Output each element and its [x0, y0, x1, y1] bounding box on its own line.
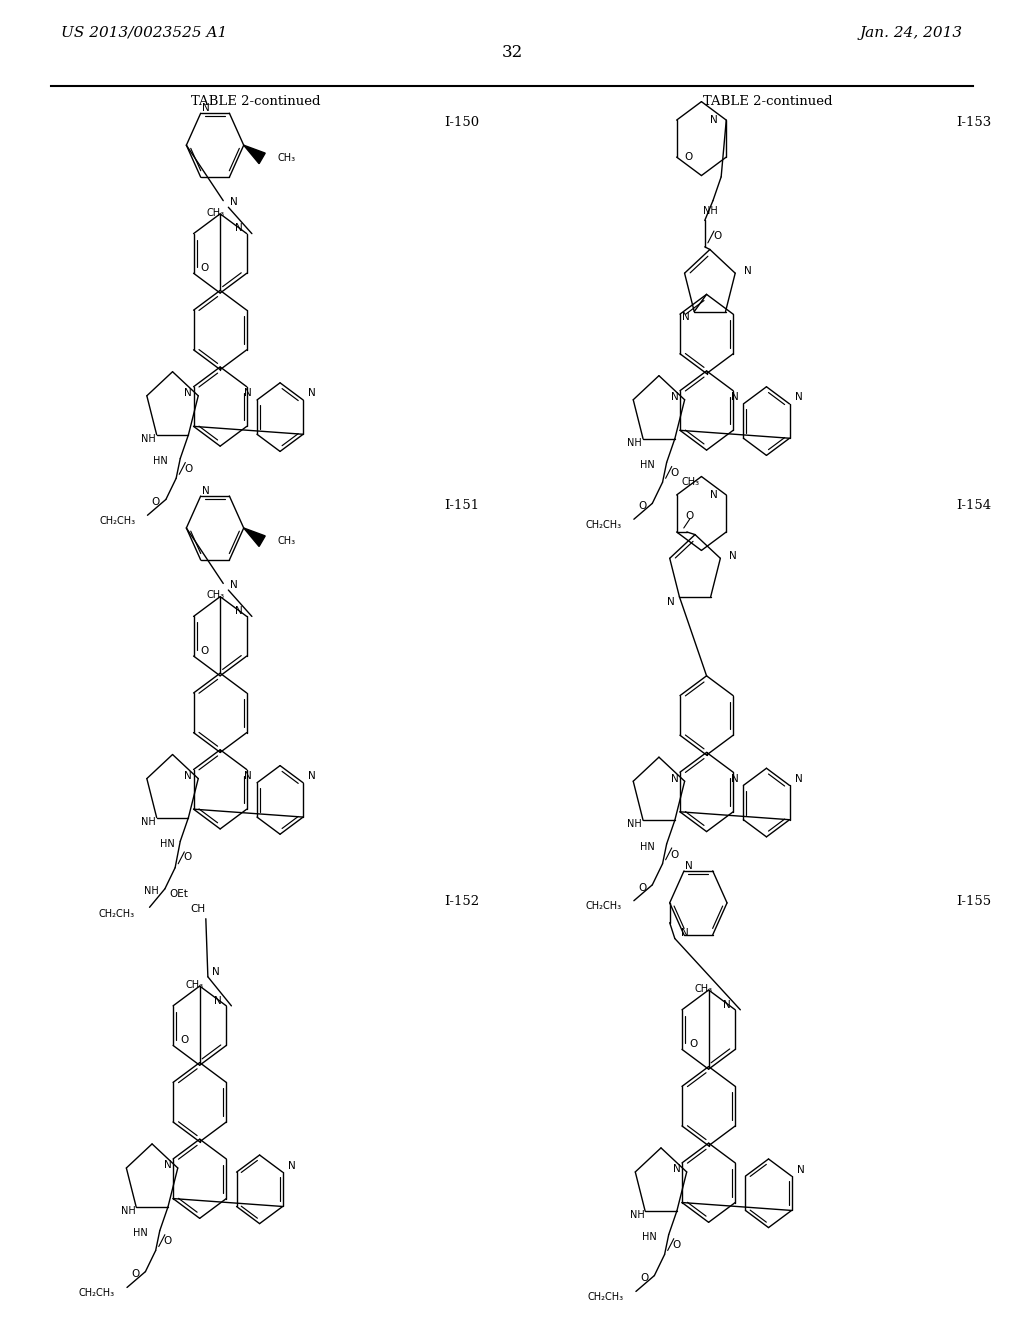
Text: O: O — [689, 1039, 697, 1049]
Text: O: O — [180, 1035, 188, 1045]
Text: N: N — [681, 928, 689, 939]
Text: N: N — [202, 486, 210, 496]
Text: US 2013/0023525 A1: US 2013/0023525 A1 — [61, 26, 227, 40]
Text: OEt: OEt — [170, 888, 188, 899]
Text: N: N — [685, 861, 693, 871]
Text: N: N — [671, 392, 678, 403]
Text: TABLE 2-continued: TABLE 2-continued — [703, 95, 833, 108]
Polygon shape — [244, 145, 265, 164]
Text: NH: NH — [141, 434, 156, 444]
Text: N: N — [795, 774, 802, 784]
Text: N: N — [229, 579, 238, 590]
Text: CH₃: CH₃ — [185, 979, 204, 990]
Text: I-150: I-150 — [444, 116, 479, 129]
Text: CH₂CH₃: CH₂CH₃ — [98, 909, 134, 919]
Text: NH: NH — [121, 1206, 135, 1216]
Text: TABLE 2-continued: TABLE 2-continued — [191, 95, 321, 108]
Text: CH₃: CH₃ — [278, 536, 296, 546]
Text: HN: HN — [154, 457, 168, 466]
Text: N: N — [682, 312, 690, 322]
Text: N: N — [184, 388, 191, 399]
Text: NH: NH — [628, 438, 642, 447]
Text: N: N — [214, 995, 222, 1006]
Text: N: N — [234, 223, 243, 234]
Text: O: O — [713, 231, 721, 242]
Text: N: N — [710, 115, 718, 125]
Text: O: O — [638, 883, 646, 892]
Text: O: O — [685, 152, 693, 162]
Text: O: O — [131, 1270, 139, 1279]
Text: NH: NH — [702, 206, 717, 216]
Text: CH₃: CH₃ — [206, 207, 224, 218]
Text: N: N — [202, 103, 210, 114]
Text: CH₃: CH₃ — [278, 153, 296, 164]
Text: O: O — [201, 263, 209, 273]
Text: N: N — [234, 606, 243, 616]
Text: N: N — [184, 771, 191, 781]
Text: CH₃: CH₃ — [682, 477, 699, 487]
Text: HN: HN — [642, 1233, 656, 1242]
Text: 32: 32 — [502, 45, 522, 61]
Text: N: N — [308, 388, 315, 399]
Text: O: O — [184, 465, 193, 474]
Text: I-155: I-155 — [956, 895, 991, 908]
Text: O: O — [183, 853, 191, 862]
Text: CH₂CH₃: CH₂CH₃ — [99, 516, 135, 525]
Polygon shape — [244, 528, 265, 546]
Text: CH₂CH₃: CH₂CH₃ — [586, 520, 622, 529]
Text: O: O — [201, 645, 209, 656]
Text: N: N — [245, 388, 252, 399]
Text: HN: HN — [160, 840, 174, 849]
Text: O: O — [671, 469, 679, 478]
Text: CH₂CH₃: CH₂CH₃ — [79, 1288, 115, 1298]
Text: N: N — [797, 1164, 804, 1175]
Text: O: O — [164, 1237, 172, 1246]
Text: N: N — [795, 392, 802, 403]
Text: N: N — [212, 966, 220, 977]
Text: N: N — [668, 597, 675, 607]
Text: CH₃: CH₃ — [206, 590, 224, 601]
Text: O: O — [152, 498, 160, 507]
Text: CH₂CH₃: CH₂CH₃ — [588, 1292, 624, 1302]
Text: O: O — [638, 502, 646, 511]
Text: N: N — [729, 550, 736, 561]
Text: NH: NH — [628, 820, 642, 829]
Text: N: N — [673, 1164, 680, 1175]
Text: NH: NH — [141, 817, 156, 826]
Text: N: N — [164, 1160, 171, 1171]
Text: I-153: I-153 — [956, 116, 991, 129]
Text: N: N — [743, 265, 752, 276]
Text: I-151: I-151 — [444, 499, 479, 512]
Text: N: N — [671, 774, 678, 784]
Text: N: N — [723, 999, 731, 1010]
Text: N: N — [288, 1160, 295, 1171]
Text: O: O — [640, 1274, 648, 1283]
Text: O: O — [671, 850, 679, 859]
Text: O: O — [673, 1241, 681, 1250]
Text: CH: CH — [190, 904, 205, 915]
Text: N: N — [731, 774, 738, 784]
Text: N: N — [308, 771, 315, 781]
Text: N: N — [710, 490, 718, 500]
Text: CH₂CH₃: CH₂CH₃ — [586, 902, 622, 911]
Text: O: O — [686, 511, 694, 521]
Text: I-152: I-152 — [444, 895, 479, 908]
Text: HN: HN — [640, 842, 654, 851]
Text: N: N — [229, 197, 238, 207]
Text: I-154: I-154 — [956, 499, 991, 512]
Text: HN: HN — [640, 461, 654, 470]
Text: CH₃: CH₃ — [694, 983, 713, 994]
Text: HN: HN — [133, 1229, 147, 1238]
Text: N: N — [731, 392, 738, 403]
Text: NH: NH — [144, 887, 159, 896]
Text: Jan. 24, 2013: Jan. 24, 2013 — [859, 26, 963, 40]
Text: N: N — [245, 771, 252, 781]
Text: NH: NH — [630, 1210, 644, 1220]
